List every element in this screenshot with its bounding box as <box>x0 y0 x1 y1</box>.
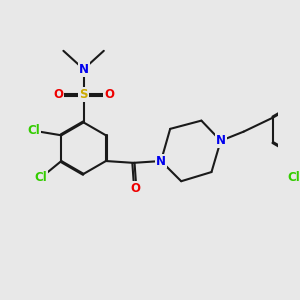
Text: O: O <box>104 88 114 101</box>
Text: N: N <box>216 134 226 147</box>
Text: N: N <box>156 154 166 167</box>
Text: S: S <box>80 88 88 101</box>
Text: Cl: Cl <box>288 171 300 184</box>
Text: O: O <box>130 182 140 195</box>
Text: N: N <box>79 63 88 76</box>
Text: O: O <box>53 88 63 101</box>
Text: Cl: Cl <box>35 171 47 184</box>
Text: Cl: Cl <box>27 124 40 137</box>
